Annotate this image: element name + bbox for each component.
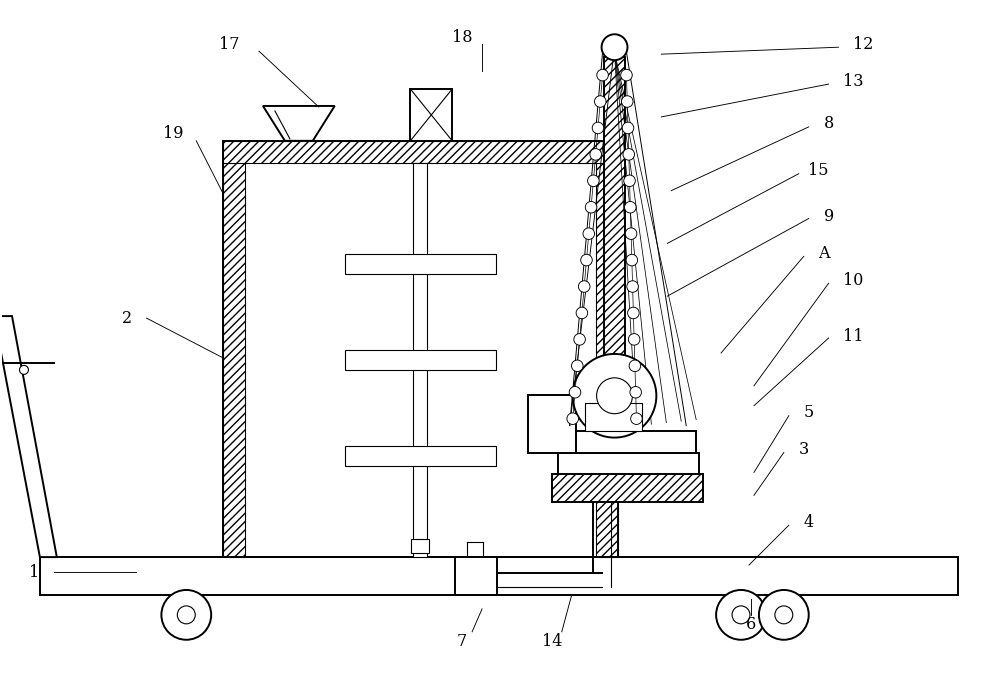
Bar [411, 539, 429, 553]
Circle shape [583, 228, 595, 239]
Circle shape [19, 365, 28, 374]
Text: 19: 19 [163, 125, 184, 142]
Bar [345, 445, 496, 466]
Bar [585, 403, 642, 431]
Text: 13: 13 [843, 73, 864, 89]
Circle shape [625, 228, 637, 239]
Bar [345, 254, 496, 274]
Circle shape [581, 254, 592, 266]
Circle shape [622, 122, 634, 134]
Text: 2: 2 [121, 310, 132, 327]
Circle shape [590, 148, 601, 160]
Circle shape [602, 35, 627, 60]
Circle shape [623, 148, 635, 160]
Circle shape [569, 386, 581, 398]
Text: 3: 3 [799, 441, 809, 458]
Circle shape [578, 281, 590, 292]
Text: 5: 5 [804, 404, 814, 421]
Circle shape [759, 590, 809, 640]
Circle shape [597, 378, 632, 414]
Circle shape [627, 281, 638, 292]
Circle shape [572, 360, 583, 372]
Circle shape [597, 69, 608, 81]
Bar [455, 557, 497, 595]
Text: 17: 17 [219, 36, 239, 53]
Circle shape [573, 354, 656, 437]
Circle shape [574, 334, 585, 345]
Bar [245, 163, 596, 557]
Circle shape [629, 360, 641, 372]
Circle shape [716, 590, 766, 640]
Circle shape [621, 69, 632, 81]
Text: 11: 11 [843, 327, 864, 344]
Circle shape [625, 201, 636, 213]
Circle shape [630, 386, 641, 398]
Text: 14: 14 [542, 633, 562, 650]
Text: 8: 8 [824, 115, 834, 132]
Circle shape [775, 606, 793, 624]
Polygon shape [263, 106, 335, 141]
Text: A: A [818, 245, 829, 262]
Circle shape [624, 175, 635, 186]
Bar [410, 89, 452, 141]
Bar [413, 163, 427, 557]
Circle shape [588, 175, 599, 186]
Circle shape [732, 606, 750, 624]
Circle shape [177, 606, 195, 624]
Bar [604, 57, 625, 431]
Circle shape [576, 307, 588, 319]
Bar [40, 557, 958, 595]
Circle shape [631, 413, 642, 424]
Bar [223, 141, 245, 557]
Text: 1: 1 [29, 563, 39, 580]
Bar [552, 475, 703, 502]
Circle shape [626, 254, 638, 266]
Text: 12: 12 [853, 36, 874, 53]
Circle shape [567, 413, 578, 424]
Text: 18: 18 [452, 28, 472, 45]
Text: 9: 9 [824, 208, 834, 225]
Circle shape [585, 201, 597, 213]
Text: 7: 7 [457, 633, 467, 650]
Bar [345, 350, 496, 370]
Text: 15: 15 [808, 162, 829, 179]
Polygon shape [0, 316, 57, 557]
Text: 4: 4 [804, 514, 814, 531]
Circle shape [628, 334, 640, 345]
Circle shape [621, 96, 633, 107]
Circle shape [595, 96, 606, 107]
Circle shape [592, 122, 604, 134]
Bar [223, 141, 618, 163]
Text: 10: 10 [843, 272, 864, 289]
Bar [528, 395, 576, 452]
Circle shape [628, 307, 639, 319]
Bar [562, 431, 696, 452]
Bar [558, 452, 699, 475]
Text: 6: 6 [746, 616, 756, 633]
Circle shape [161, 590, 211, 640]
Bar [596, 141, 618, 557]
